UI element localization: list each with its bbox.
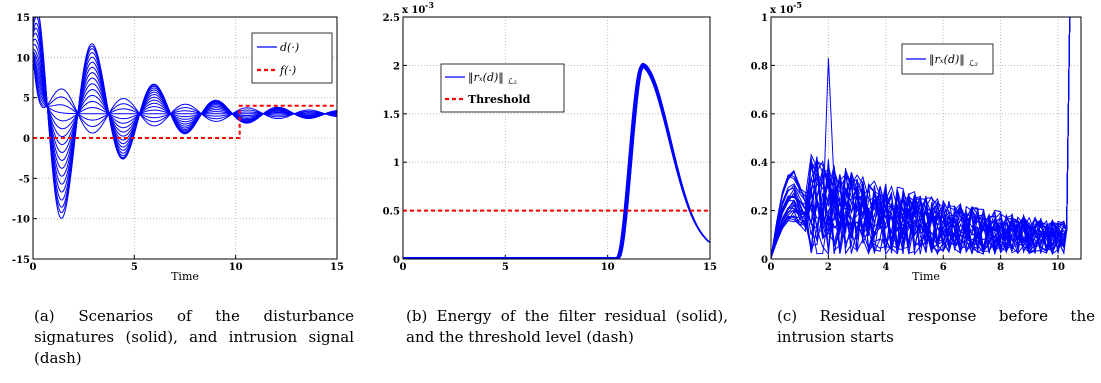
caption-c: (c) Residual response before the intrusi… (777, 307, 1095, 346)
residual-response-series (771, 17, 1071, 258)
y-tick-label: 0 (393, 255, 400, 266)
disturbance-line (33, 57, 337, 128)
residual-response-line (771, 17, 1071, 258)
axes-frame (32, 16, 338, 260)
x-tick-label: 5 (131, 262, 138, 273)
y-scale-label: x 10 (402, 5, 425, 16)
axes-frame (402, 16, 711, 260)
disturbance-series (33, 17, 337, 219)
y-tick-label: 0.8 (751, 61, 768, 72)
y-scale-exponent: -5 (793, 0, 802, 10)
chart-b: 0 5 10 15 0 0.5 1 1.5 2 2.5x 10 -3 ‖rₓ(d)‖ ℒ₂ Thresho… (383, 0, 717, 273)
residual-response-line (771, 17, 1071, 258)
x-tick-label: 10 (601, 262, 615, 273)
x-axis-label: Time (912, 270, 940, 283)
x-tick-label: 5 (502, 262, 509, 273)
axes-frame (770, 16, 1082, 260)
disturbance-line (33, 57, 337, 121)
x-tick-label: 15 (330, 262, 344, 273)
x-tick-label: 0 (30, 262, 37, 273)
y-tick-label: 1.5 (383, 110, 400, 121)
caption-a: (a) Scenarios of the disturbance signatu… (34, 307, 354, 367)
disturbance-line (33, 53, 337, 138)
y-scale-exponent: -3 (425, 0, 434, 10)
residual-response-line (771, 17, 1071, 258)
x-tick-label: 4 (882, 262, 889, 273)
disturbance-line (33, 55, 337, 122)
legend-box (251, 32, 333, 84)
y-tick-label: 0.4 (751, 158, 768, 169)
legend-label: d(·) (280, 41, 299, 54)
y-tick-label: 0 (23, 134, 30, 145)
x-tick-label: 2 (825, 262, 832, 273)
x-tick-label: 0 (768, 262, 775, 273)
y-tick-label: 0.6 (751, 110, 768, 121)
legend: ‖rₓ(d)‖ ℒ₂ Threshold (440, 63, 565, 113)
y-scale-label: x 10 (770, 5, 793, 16)
legend-label: Threshold (468, 93, 531, 106)
x-tick-label: 6 (940, 262, 947, 273)
y-tick-label: 5 (23, 94, 30, 105)
x-tick-label: 8 (997, 262, 1004, 273)
y-tick-label: 0.2 (751, 207, 768, 218)
y-tick-label: 15 (16, 13, 30, 24)
disturbance-line (33, 56, 337, 115)
y-tick-label: 10 (16, 53, 30, 64)
chart-c: 0 2 4 6 8 10 0 0.2 0.4 0.6 0.8 1x 10 -5 Time ‖rₓ(d)‖ ℒ₂ (751, 0, 1082, 283)
y-tick-label: 2 (393, 61, 400, 72)
y-tick-label: -5 (19, 174, 30, 185)
disturbance-line (33, 54, 337, 130)
y-tick-label: 0.5 (383, 207, 400, 218)
residual-response-line (771, 17, 1071, 258)
x-tick-label: 15 (703, 262, 717, 273)
legend-label: f(·) (279, 64, 296, 77)
intrusion-line (33, 104, 337, 139)
residual-series (403, 62, 711, 259)
disturbance-line (33, 54, 337, 134)
legend: ‖rₓ(d)‖ ℒ₂ (901, 43, 994, 75)
residual-response-line (771, 17, 1071, 258)
legend: d(·) f(·) (251, 32, 333, 84)
disturbance-line (33, 52, 337, 146)
y-tick-label: 1 (393, 158, 400, 169)
x-axis-label: Time (171, 270, 199, 283)
y-tick-label: -10 (12, 215, 30, 226)
residual-response-line (771, 17, 1071, 258)
y-tick-label: 0 (761, 255, 768, 266)
x-tick-label: 10 (229, 262, 243, 273)
legend-label: ‖rₓ(d)‖ (929, 53, 965, 67)
legend-label: ‖rₓ(d)‖ (468, 71, 504, 85)
x-tick-label: 0 (400, 262, 407, 273)
caption-b: (b) Energy of the filter residual (solid… (406, 307, 728, 346)
y-tick-label: 2.5 (383, 13, 400, 24)
plot-area (403, 17, 710, 259)
y-tick-label: 1 (761, 13, 768, 24)
y-tick-label: -15 (12, 255, 30, 266)
legend-subscript: ℒ₂ (969, 59, 978, 68)
x-tick-label: 10 (1051, 262, 1065, 273)
legend-box (440, 63, 565, 113)
legend-subscript: ℒ₂ (508, 77, 517, 86)
residual-line (403, 65, 711, 259)
chart-a: 0 5 10 15 -15 -10 -5 0 5 10 15 Time d(·) f(·) (12, 13, 344, 283)
